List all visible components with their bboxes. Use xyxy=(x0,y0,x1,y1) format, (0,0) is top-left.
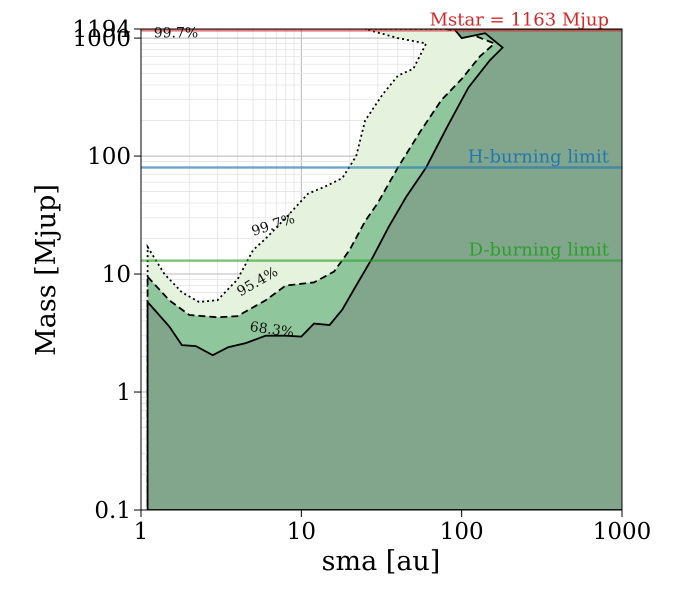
contour-solid xyxy=(146,29,622,510)
y-tick-label: 1000 xyxy=(72,26,131,52)
y-tick-label: 10 xyxy=(102,262,131,288)
reference-lines: Mstar = 1163 Mjup H-burning limit D-burnin… xyxy=(141,9,622,262)
plot-frame xyxy=(140,28,623,511)
contour-regions xyxy=(146,29,622,510)
contour-label: 68.3% xyxy=(249,319,295,341)
x-tick-label: 1000 xyxy=(593,519,652,545)
x-tick-label: 100 xyxy=(440,519,484,545)
y-tick-label: 1 xyxy=(116,380,131,406)
reference-label: H-burning limit xyxy=(468,146,610,167)
reference-label: D-burning limit xyxy=(469,240,610,261)
contour-label: 99.7% xyxy=(154,26,198,42)
y-tick-label: 1194 xyxy=(72,17,131,43)
x-axis-label: sma [au] xyxy=(322,546,441,577)
x-tick-label: 10 xyxy=(287,519,316,545)
reference-label: Mstar = 1163 Mjup xyxy=(430,9,609,30)
y-axis-label: Mass [Mjup] xyxy=(31,184,62,356)
y-tick-label: 100 xyxy=(87,144,131,170)
x-tick-label: 1 xyxy=(134,519,149,545)
y-tick-label: 0.1 xyxy=(94,498,131,524)
